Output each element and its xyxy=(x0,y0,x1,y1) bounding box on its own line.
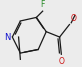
Text: N: N xyxy=(4,32,11,42)
Text: O: O xyxy=(58,57,64,66)
Text: F: F xyxy=(41,0,45,9)
Text: O: O xyxy=(70,14,76,23)
